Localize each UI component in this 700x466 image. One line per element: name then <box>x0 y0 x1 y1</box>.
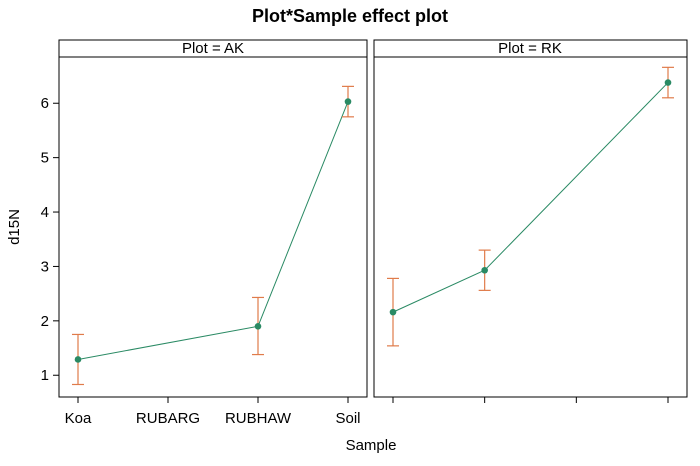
y-tick-label: 5 <box>41 150 49 167</box>
fit-line <box>392 82 669 313</box>
data-point <box>74 356 82 363</box>
x-axis: Koa RUBARG RUBHAW Soil <box>65 397 669 427</box>
y-tick-label: 4 <box>41 204 49 221</box>
y-axis: 1 2 3 4 5 6 <box>41 95 59 384</box>
panel-plot-ak: Plot = AK <box>58 39 368 398</box>
strip-label-plot-rk: Plot = RK <box>498 40 562 57</box>
x-tick-label: RUBARG <box>136 410 200 427</box>
y-tick-label: 3 <box>41 258 49 275</box>
x-axis-label: Sample <box>346 437 397 454</box>
data-point <box>254 322 262 330</box>
panel-plot-rk: Plot = RK <box>373 39 688 398</box>
data-point <box>481 266 488 274</box>
y-tick-label: 2 <box>41 313 49 330</box>
y-tick-label: 1 <box>41 367 49 384</box>
fit-line <box>77 101 349 360</box>
x-tick-label: Koa <box>65 410 92 427</box>
data-point <box>344 98 352 105</box>
data-point <box>664 79 672 86</box>
panel-frame <box>373 56 688 398</box>
y-tick-label: 6 <box>41 95 49 112</box>
chart-title: Plot*Sample effect plot <box>252 6 448 26</box>
data-point <box>389 308 397 316</box>
strip-label-plot-ak: Plot = AK <box>182 40 244 57</box>
x-tick-label: Soil <box>335 410 360 427</box>
panel-frame <box>58 56 368 398</box>
x-tick-label: RUBHAW <box>225 410 292 427</box>
y-axis-label: d15N <box>6 209 23 245</box>
